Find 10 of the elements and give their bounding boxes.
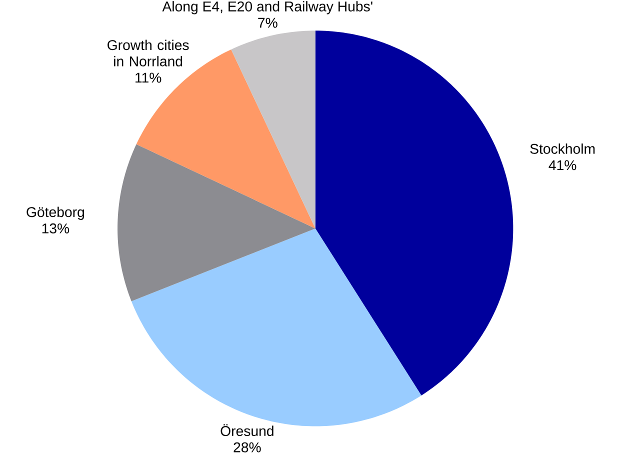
data-label: 11% xyxy=(136,72,162,82)
slice-label: Göteborg xyxy=(26,206,84,220)
slice-label: Öresund xyxy=(220,424,274,436)
data-label: 7% xyxy=(258,18,278,28)
slice-label: Stockholm xyxy=(530,143,595,154)
data-label: 13% xyxy=(42,223,70,234)
data-label: 41% xyxy=(548,160,576,170)
slice-label: Growth cities in Norrland xyxy=(108,39,189,66)
slice-label: Along E4, E20 and Railway Hubs' xyxy=(162,0,372,14)
data-label: 28% xyxy=(234,442,261,452)
